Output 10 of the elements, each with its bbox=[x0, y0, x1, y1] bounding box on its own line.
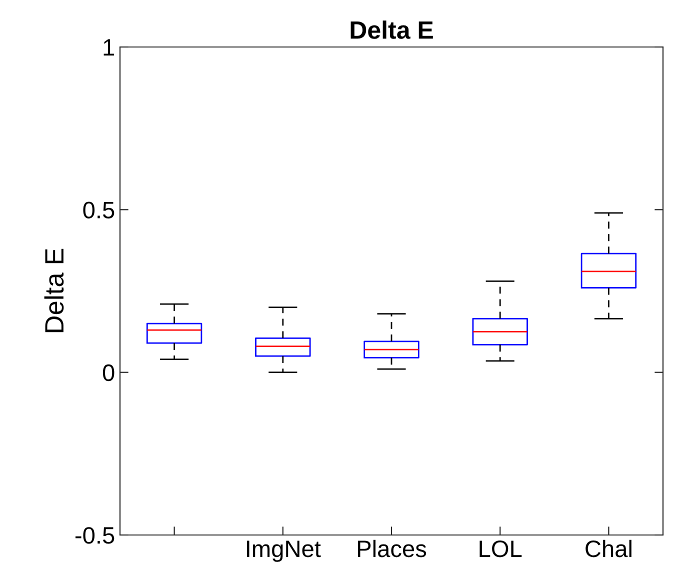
y-tick-label: 1 bbox=[104, 39, 114, 56]
y-tick-label: 0 bbox=[102, 364, 114, 382]
x-tick-label: ImgNet bbox=[247, 540, 321, 562]
y-tick-label: -0.5 bbox=[76, 527, 114, 544]
y-tick-label: 0.5 bbox=[83, 202, 114, 218]
x-tick-label: Chal bbox=[586, 540, 632, 558]
chart-title: Delta E bbox=[350, 20, 433, 39]
y-axis-title: Delta E bbox=[44, 248, 64, 332]
x-tick-label: LOL bbox=[480, 540, 522, 558]
x-tick-label: Places bbox=[358, 540, 426, 558]
